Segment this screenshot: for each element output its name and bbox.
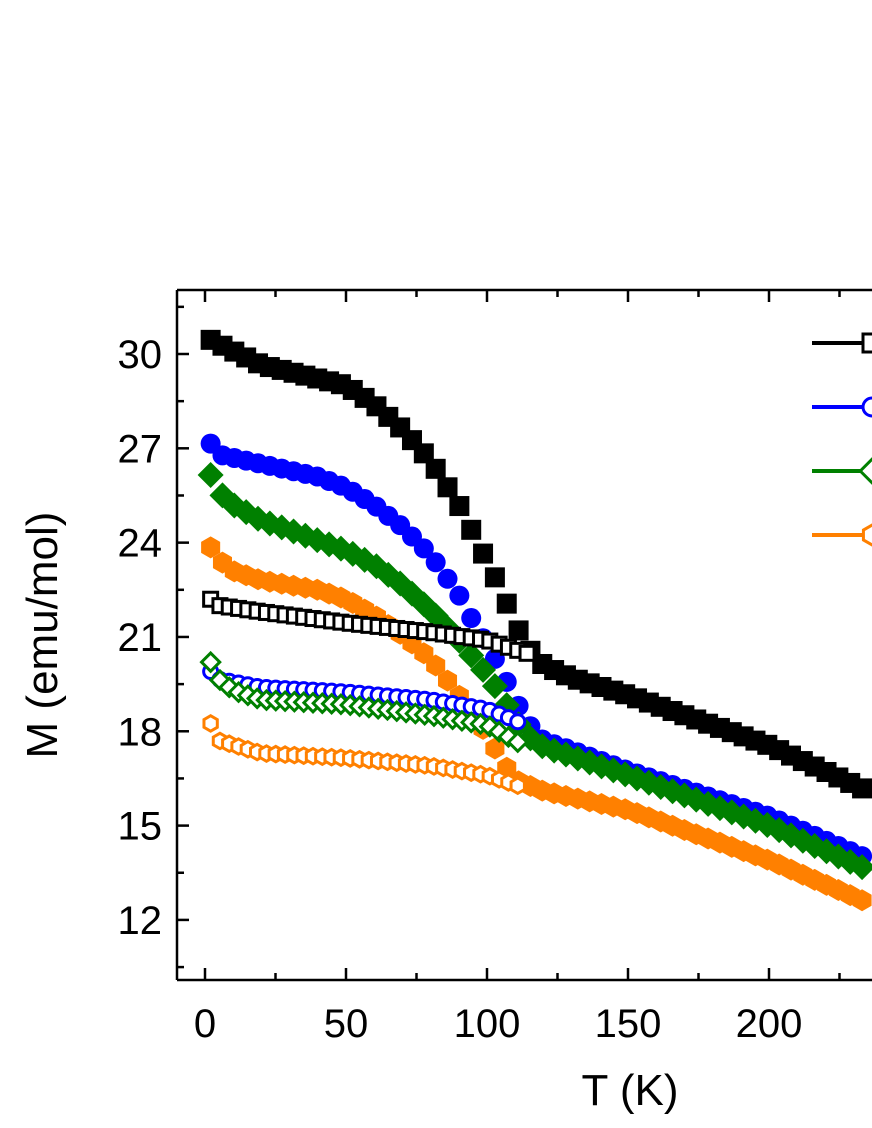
series-2	[197, 462, 872, 881]
y-tick-label: 24	[118, 522, 163, 566]
data-point	[484, 567, 505, 588]
x-axis-label: T (K)	[582, 1066, 679, 1115]
data-point	[199, 650, 222, 674]
axes: 05010015020025012151821242730	[118, 288, 872, 1046]
legend-entry	[812, 332, 872, 354]
legend-entry	[812, 523, 872, 547]
data-point	[849, 854, 872, 881]
data-point	[506, 730, 529, 754]
legend-marker	[858, 457, 872, 485]
data-point	[437, 568, 458, 589]
data-point	[509, 713, 527, 731]
y-tick-label: 21	[118, 616, 163, 660]
data-point	[852, 778, 872, 799]
data-point	[458, 642, 485, 669]
series-0	[200, 329, 872, 799]
legend-entry	[812, 457, 872, 485]
data-point	[202, 713, 219, 733]
y-tick-label: 18	[118, 710, 163, 754]
y-tick-label: 12	[118, 899, 163, 943]
data-point	[487, 720, 511, 743]
data-point	[425, 552, 446, 573]
data-point	[449, 496, 470, 517]
series-6	[199, 650, 529, 754]
data-point	[481, 673, 508, 700]
series-4	[202, 590, 536, 662]
x-tick-label: 0	[194, 1002, 216, 1046]
data-point	[496, 593, 517, 614]
data-point	[485, 737, 505, 760]
data-point	[852, 889, 872, 912]
x-tick-label: 100	[454, 1002, 521, 1046]
data-point	[437, 477, 458, 498]
data-point	[426, 654, 446, 677]
data-point	[413, 538, 434, 559]
data-point	[508, 620, 529, 641]
legend-entry	[812, 396, 872, 418]
data-point	[201, 536, 221, 559]
data-point	[461, 608, 482, 629]
y-tick-label: 27	[118, 427, 163, 471]
y-tick-label: 30	[118, 333, 163, 377]
data-point	[197, 462, 224, 489]
data-point	[473, 543, 494, 564]
data-point	[470, 656, 497, 683]
series-7	[202, 713, 526, 796]
plot-area	[197, 329, 872, 912]
data-point	[461, 519, 482, 540]
legend-marker	[861, 332, 872, 354]
x-tick-label: 150	[595, 1002, 662, 1046]
x-tick-label: 200	[736, 1002, 803, 1046]
y-axis-label: M (emu/mol)	[18, 512, 67, 759]
data-point	[425, 458, 446, 479]
legend-marker	[861, 396, 872, 418]
legend	[812, 332, 872, 547]
data-point	[509, 776, 526, 796]
legend-marker	[861, 523, 872, 547]
data-point	[518, 644, 536, 662]
data-point	[449, 585, 470, 606]
data-point	[437, 669, 458, 692]
data-point	[413, 443, 434, 464]
x-tick-label: 50	[324, 1002, 369, 1046]
y-tick-label: 15	[118, 805, 163, 849]
